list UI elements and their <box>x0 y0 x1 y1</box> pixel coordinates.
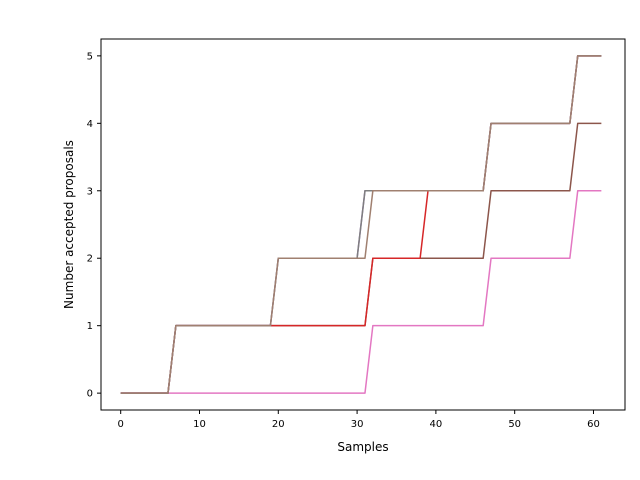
x-tick-label: 20 <box>272 419 285 430</box>
axes-frame <box>100 38 626 411</box>
x-tick-label: 0 <box>118 419 124 430</box>
series-line-1 <box>120 190 602 394</box>
x-tick-label: 40 <box>430 419 443 430</box>
x-tick-label: 60 <box>587 419 600 430</box>
y-tick-label: 5 <box>87 51 93 62</box>
y-tick-label: 1 <box>87 321 93 332</box>
y-axis-label: Number accepted proposals <box>62 140 76 309</box>
y-tick-label: 0 <box>87 389 93 400</box>
y-tick-label: 4 <box>87 119 93 130</box>
series-line-6 <box>120 55 602 394</box>
x-axis-label: Samples <box>337 440 388 454</box>
x-axis-ticks: 0 10 20 30 40 50 60 <box>118 410 600 430</box>
y-tick-label: 3 <box>87 186 93 197</box>
y-tick-label: 2 <box>87 254 93 265</box>
x-tick-label: 10 <box>193 419 206 430</box>
x-tick-label: 50 <box>508 419 521 430</box>
y-axis-ticks: 0 1 2 3 4 5 <box>87 51 101 400</box>
series-layer <box>120 55 602 394</box>
x-tick-label: 30 <box>351 419 364 430</box>
